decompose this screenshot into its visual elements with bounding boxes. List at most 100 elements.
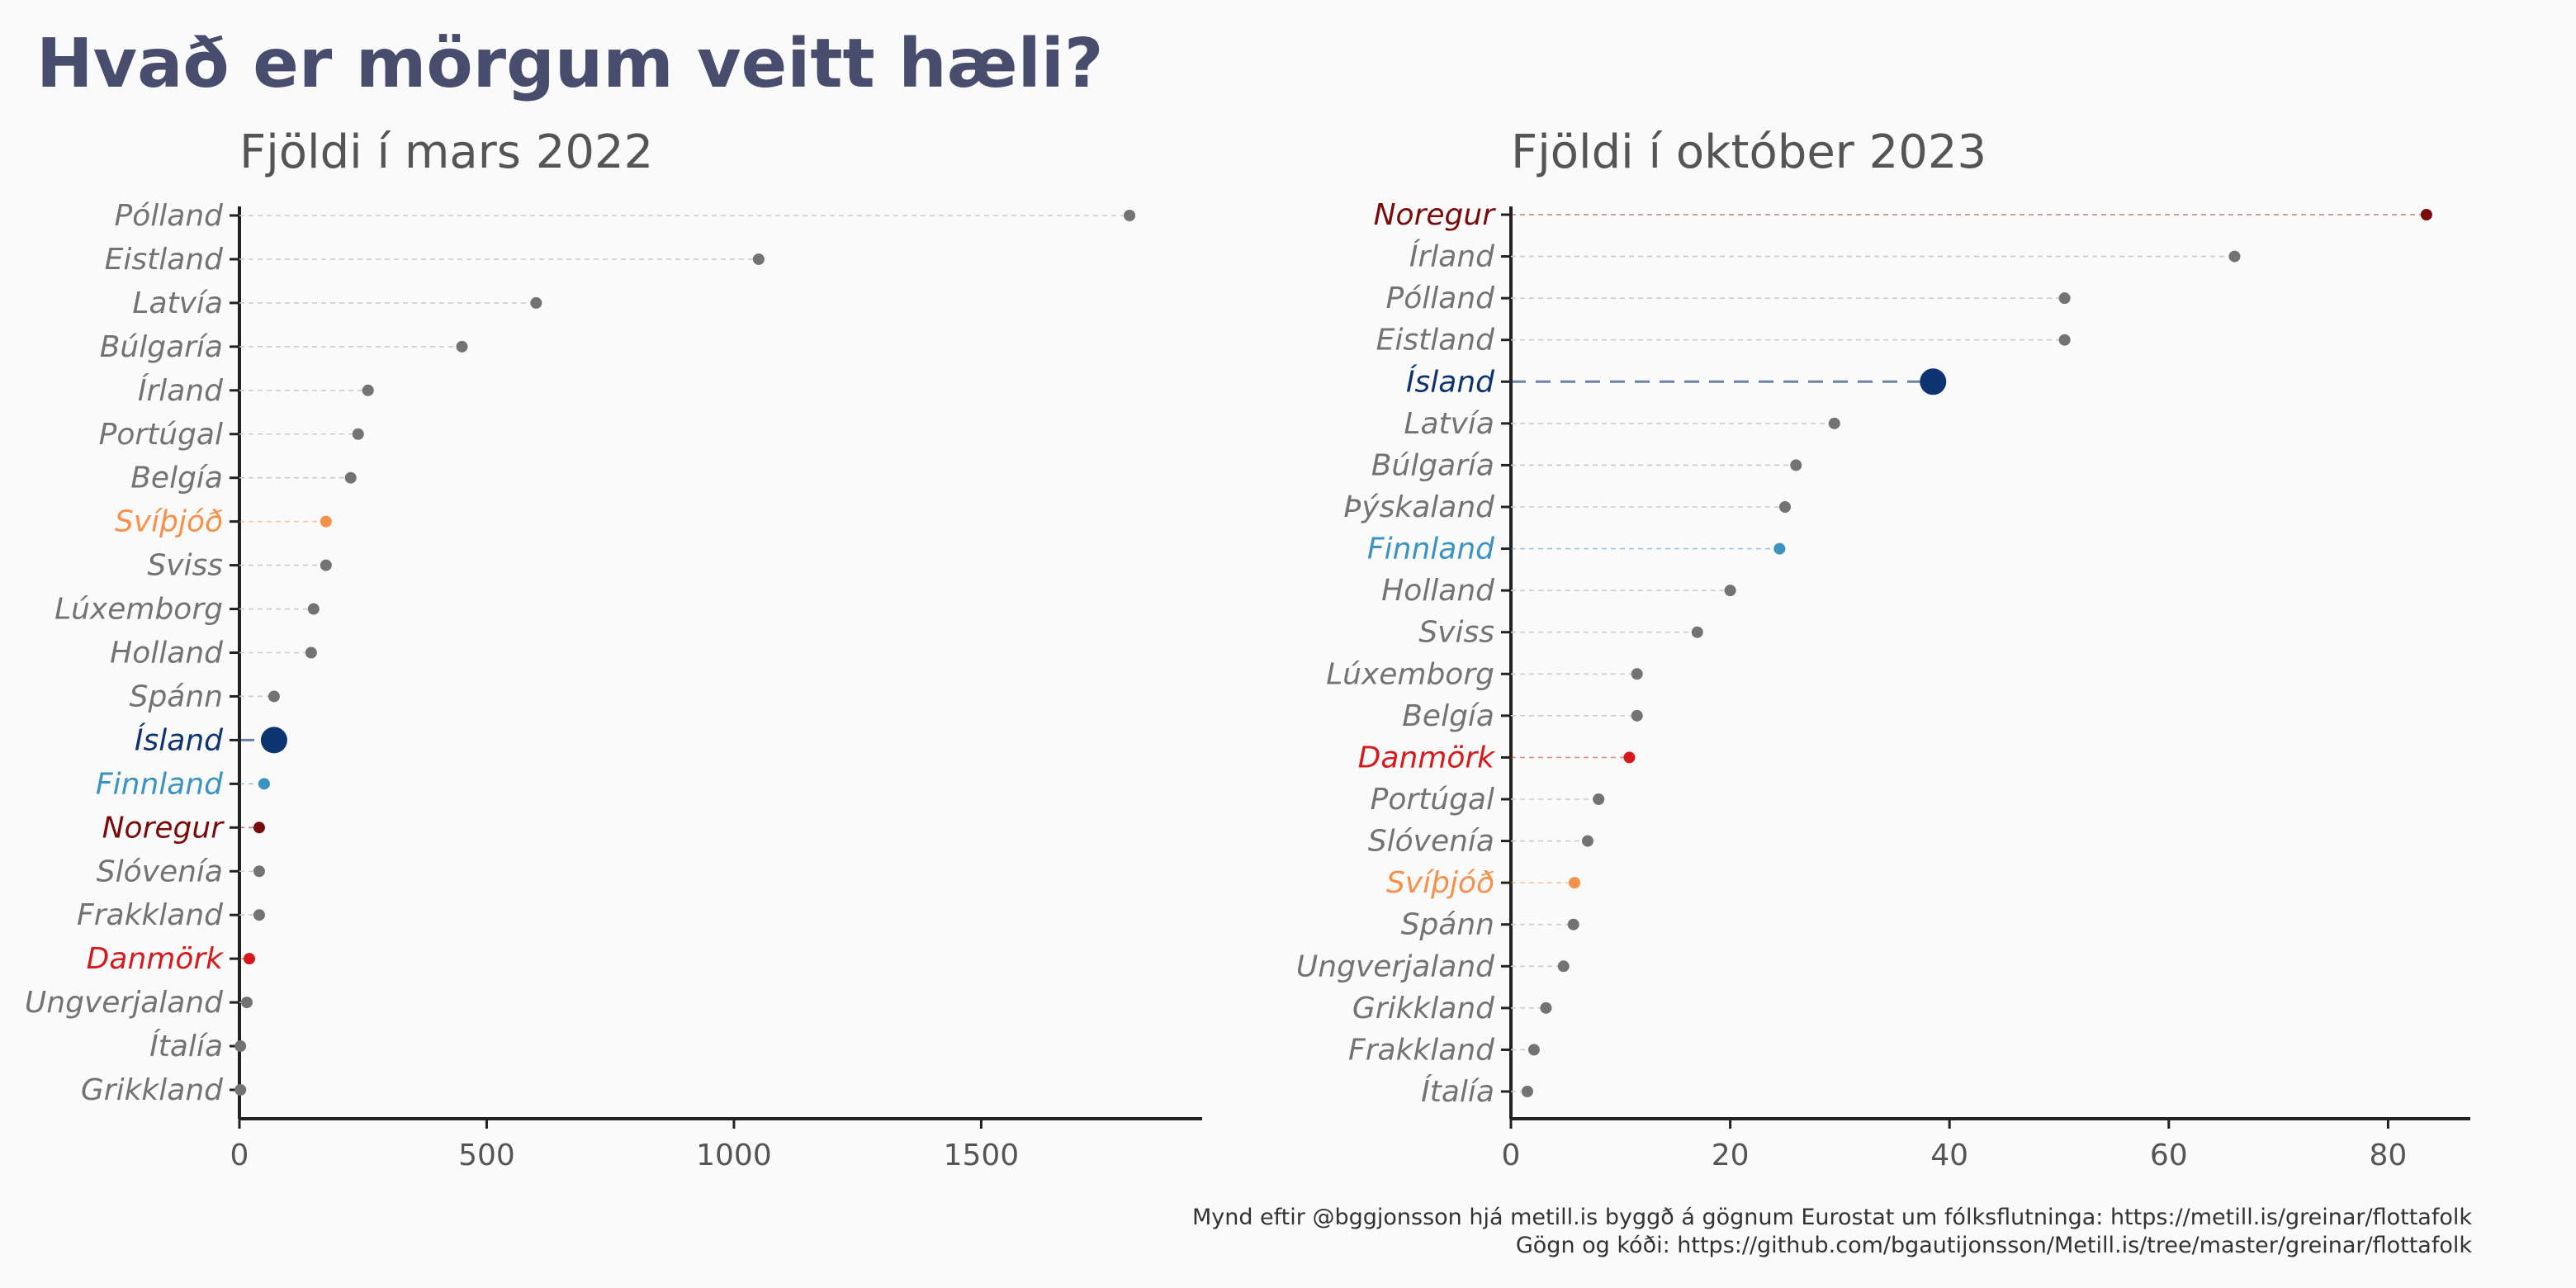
category-label-bulgaria: Búlgaría xyxy=(100,330,223,364)
category-label-slovenia: Slóvenía xyxy=(1368,825,1494,859)
data-point-bulgaria xyxy=(456,340,468,353)
category-label-slovenia: Slóvenía xyxy=(97,855,223,888)
category-label-danmork: Danmörk xyxy=(87,942,225,976)
category-label-holland: Holland xyxy=(1381,574,1495,608)
data-point-sviss xyxy=(320,559,332,571)
category-label-belgia: Belgía xyxy=(130,462,223,495)
data-point-sviss xyxy=(1691,626,1703,638)
data-point-portugal xyxy=(1593,793,1605,805)
category-label-finnland: Finnland xyxy=(1367,533,1495,566)
data-point-danmork xyxy=(243,953,255,965)
x-tick-label: 1000 xyxy=(696,1139,772,1172)
category-label-portugal: Portúgal xyxy=(1371,783,1494,817)
panel-title: Fjöldi í mars 2022 xyxy=(239,125,653,179)
category-label-island: Ísland xyxy=(1406,364,1495,399)
category-label-italia: Ítalía xyxy=(149,1029,223,1063)
category-label-grikkland: Grikkland xyxy=(81,1073,224,1107)
x-tick-label: 60 xyxy=(2150,1139,2188,1172)
data-point-spann xyxy=(1567,918,1579,930)
category-label-eistland: Eistland xyxy=(105,243,224,277)
data-point-frakkland xyxy=(253,909,265,921)
data-point-noregur xyxy=(253,822,265,834)
data-point-holland xyxy=(305,646,317,659)
source-caption: Mynd eftir @bggjonsson hjá metill.is byg… xyxy=(1192,1204,2472,1260)
category-label-italia: Ítalía xyxy=(1421,1074,1494,1109)
data-point-portugal xyxy=(352,428,364,440)
data-point-finnland xyxy=(1773,542,1786,555)
data-point-latvia xyxy=(530,296,542,309)
category-label-frakkland: Frakkland xyxy=(77,898,224,932)
data-point-danmork xyxy=(1623,751,1636,764)
x-tick-label: 500 xyxy=(458,1139,515,1172)
data-point-grikkland xyxy=(234,1084,247,1096)
data-point-noregur xyxy=(2420,209,2432,220)
x-tick-label: 40 xyxy=(1930,1139,1968,1172)
data-point-eistland xyxy=(752,253,765,265)
x-tick-label: 0 xyxy=(1502,1139,1521,1172)
x-tick-label: 20 xyxy=(1712,1139,1750,1172)
category-label-spann: Spánn xyxy=(1401,908,1494,942)
data-point-belgia xyxy=(344,471,357,484)
data-point-polland xyxy=(2058,292,2071,305)
data-point-italia xyxy=(1521,1086,1533,1097)
data-point-frakkland xyxy=(1527,1044,1540,1056)
category-label-spann: Spánn xyxy=(130,680,223,713)
category-label-thyskaland: Þýskaland xyxy=(1343,490,1495,524)
category-label-noregur: Noregur xyxy=(1374,198,1497,232)
data-point-polland xyxy=(1124,210,1136,221)
data-point-ungverjaland xyxy=(240,997,253,1009)
category-label-polland: Pólland xyxy=(1386,282,1496,315)
data-point-svithjod xyxy=(1569,877,1581,889)
category-label-noregur: Noregur xyxy=(102,811,225,845)
category-label-finnland: Finnland xyxy=(96,767,224,801)
category-label-sviss: Sviss xyxy=(147,549,223,583)
data-point-belgia xyxy=(1631,709,1643,722)
data-point-spann xyxy=(268,690,280,703)
category-label-irland: Írland xyxy=(1409,239,1495,274)
category-label-sviss: Sviss xyxy=(1418,616,1494,650)
category-label-frakkland: Frakkland xyxy=(1348,1033,1495,1067)
data-point-latvia xyxy=(1828,417,1840,429)
data-point-slovenia xyxy=(1581,835,1593,847)
x-tick-label: 1500 xyxy=(944,1139,1020,1172)
data-point-irland xyxy=(362,384,374,396)
data-point-luxemborg xyxy=(1631,668,1643,680)
data-point-svithjod xyxy=(320,515,332,528)
category-label-eistland: Eistland xyxy=(1376,324,1495,358)
category-label-luxemborg: Lúxemborg xyxy=(1326,657,1494,691)
x-tick-label: 0 xyxy=(230,1139,249,1172)
category-label-svithjod: Svíþjóð xyxy=(1386,866,1494,900)
category-label-ungverjaland: Ungverjaland xyxy=(25,986,224,1020)
category-label-island: Ísland xyxy=(135,722,224,757)
x-tick-label: 80 xyxy=(2369,1139,2407,1172)
data-point-holland xyxy=(1724,585,1736,597)
category-label-svithjod: Svíþjóð xyxy=(115,505,223,539)
data-point-irland xyxy=(2228,250,2241,263)
category-label-grikkland: Grikkland xyxy=(1352,992,1495,1025)
data-point-italia xyxy=(234,1040,247,1053)
category-label-polland: Pólland xyxy=(115,199,225,233)
data-point-island xyxy=(260,727,287,754)
category-label-holland: Holland xyxy=(110,637,224,670)
caption-line-1: Mynd eftir @bggjonsson hjá metill.is byg… xyxy=(1191,1205,2472,1230)
data-point-luxemborg xyxy=(307,603,320,615)
data-point-ungverjaland xyxy=(1557,960,1570,973)
data-point-eistland xyxy=(2058,334,2071,346)
category-label-danmork: Danmörk xyxy=(1358,741,1496,774)
category-label-ungverjaland: Ungverjaland xyxy=(1296,949,1495,983)
category-label-portugal: Portúgal xyxy=(99,418,223,452)
page-title: Hvað er mörgum veitt hæli? xyxy=(36,25,1104,103)
category-label-latvia: Latvía xyxy=(132,286,223,320)
caption-line-2: Gögn og kóði: https://github.com/bgautij… xyxy=(1515,1233,2472,1258)
data-point-island xyxy=(1920,368,1947,395)
data-point-thyskaland xyxy=(1779,501,1791,513)
category-label-luxemborg: Lúxemborg xyxy=(54,593,223,627)
category-label-latvia: Latvía xyxy=(1404,407,1494,441)
category-label-bulgaria: Búlgaría xyxy=(1371,448,1494,482)
data-point-slovenia xyxy=(253,865,265,878)
category-label-belgia: Belgía xyxy=(1402,699,1494,733)
category-label-irland: Írland xyxy=(138,373,224,408)
data-point-finnland xyxy=(258,778,270,790)
